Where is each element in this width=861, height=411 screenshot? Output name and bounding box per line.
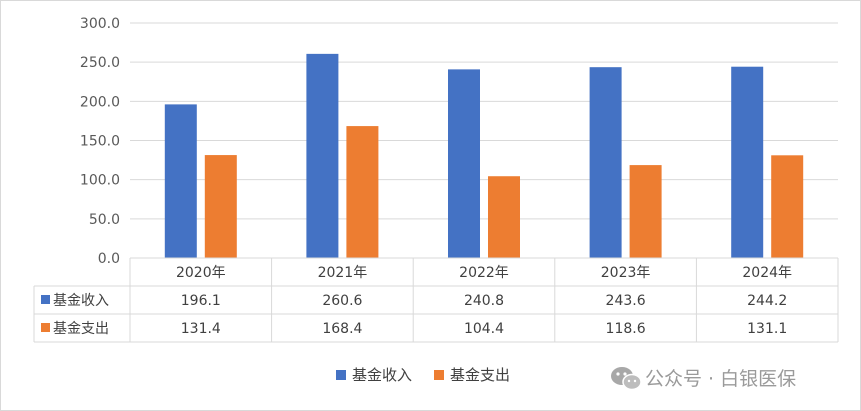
table-series-key (41, 323, 50, 332)
legend-label: 基金收入 (352, 366, 412, 384)
watermark: 公众号 · 白银医保 (611, 367, 796, 391)
table-cell-value: 104.4 (464, 321, 504, 337)
bar-income-0 (164, 104, 197, 258)
category-label: 2023年 (601, 265, 651, 281)
bar-income-3 (589, 67, 622, 259)
table-series-label: 基金收入 (53, 292, 109, 309)
table-cell-value: 131.1 (747, 321, 787, 337)
category-label: 2022年 (459, 265, 509, 281)
table-cell-value: 168.4 (322, 321, 362, 337)
y-tick-label: 150.0 (80, 134, 120, 150)
table-cell-value: 118.6 (606, 321, 646, 337)
watermark-text: 公众号 · 白银医保 (645, 368, 796, 390)
table-cell-value: 240.8 (464, 293, 504, 309)
legend-swatch (336, 370, 346, 380)
category-label: 2021年 (318, 265, 368, 281)
table-series-label: 基金支出 (53, 320, 109, 337)
bar-expense-0 (204, 155, 237, 258)
y-tick-label: 50.0 (89, 212, 120, 228)
legend-label: 基金支出 (450, 366, 510, 384)
table-cell-value: 244.2 (747, 293, 787, 309)
table-series-key (41, 295, 50, 304)
y-tick-label: 300.0 (80, 16, 120, 32)
category-label: 2020年 (176, 265, 226, 281)
table-cell-value: 260.6 (322, 293, 362, 309)
y-tick-label: 100.0 (80, 173, 120, 189)
table-cell-value: 243.6 (606, 293, 646, 309)
bar-expense-4 (771, 155, 804, 258)
bar-expense-3 (629, 165, 662, 258)
y-tick-label: 200.0 (80, 94, 120, 110)
bar-income-2 (448, 69, 480, 258)
y-tick-label: 250.0 (80, 55, 120, 71)
bar-expense-2 (488, 176, 520, 258)
bar-income-1 (306, 53, 339, 258)
legend-swatch (434, 370, 444, 380)
y-tick-label: 0.0 (98, 251, 120, 267)
bar-income-4 (731, 66, 764, 259)
table-cell-value: 196.1 (181, 293, 221, 309)
category-label: 2024年 (742, 265, 792, 281)
table-cell-value: 131.4 (181, 321, 221, 337)
wechat-icon (611, 367, 642, 391)
bar-expense-1 (346, 126, 379, 258)
